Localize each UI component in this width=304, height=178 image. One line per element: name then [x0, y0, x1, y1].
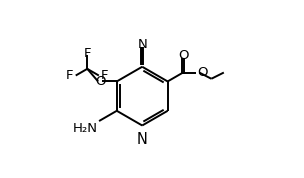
- Text: O: O: [198, 66, 208, 79]
- Text: H₂N: H₂N: [73, 122, 98, 135]
- Text: O: O: [178, 49, 188, 62]
- Text: F: F: [101, 69, 109, 82]
- Text: N: N: [137, 38, 147, 51]
- Text: F: F: [84, 47, 91, 60]
- Text: O: O: [95, 75, 106, 88]
- Text: N: N: [137, 132, 148, 147]
- Text: F: F: [66, 69, 74, 82]
